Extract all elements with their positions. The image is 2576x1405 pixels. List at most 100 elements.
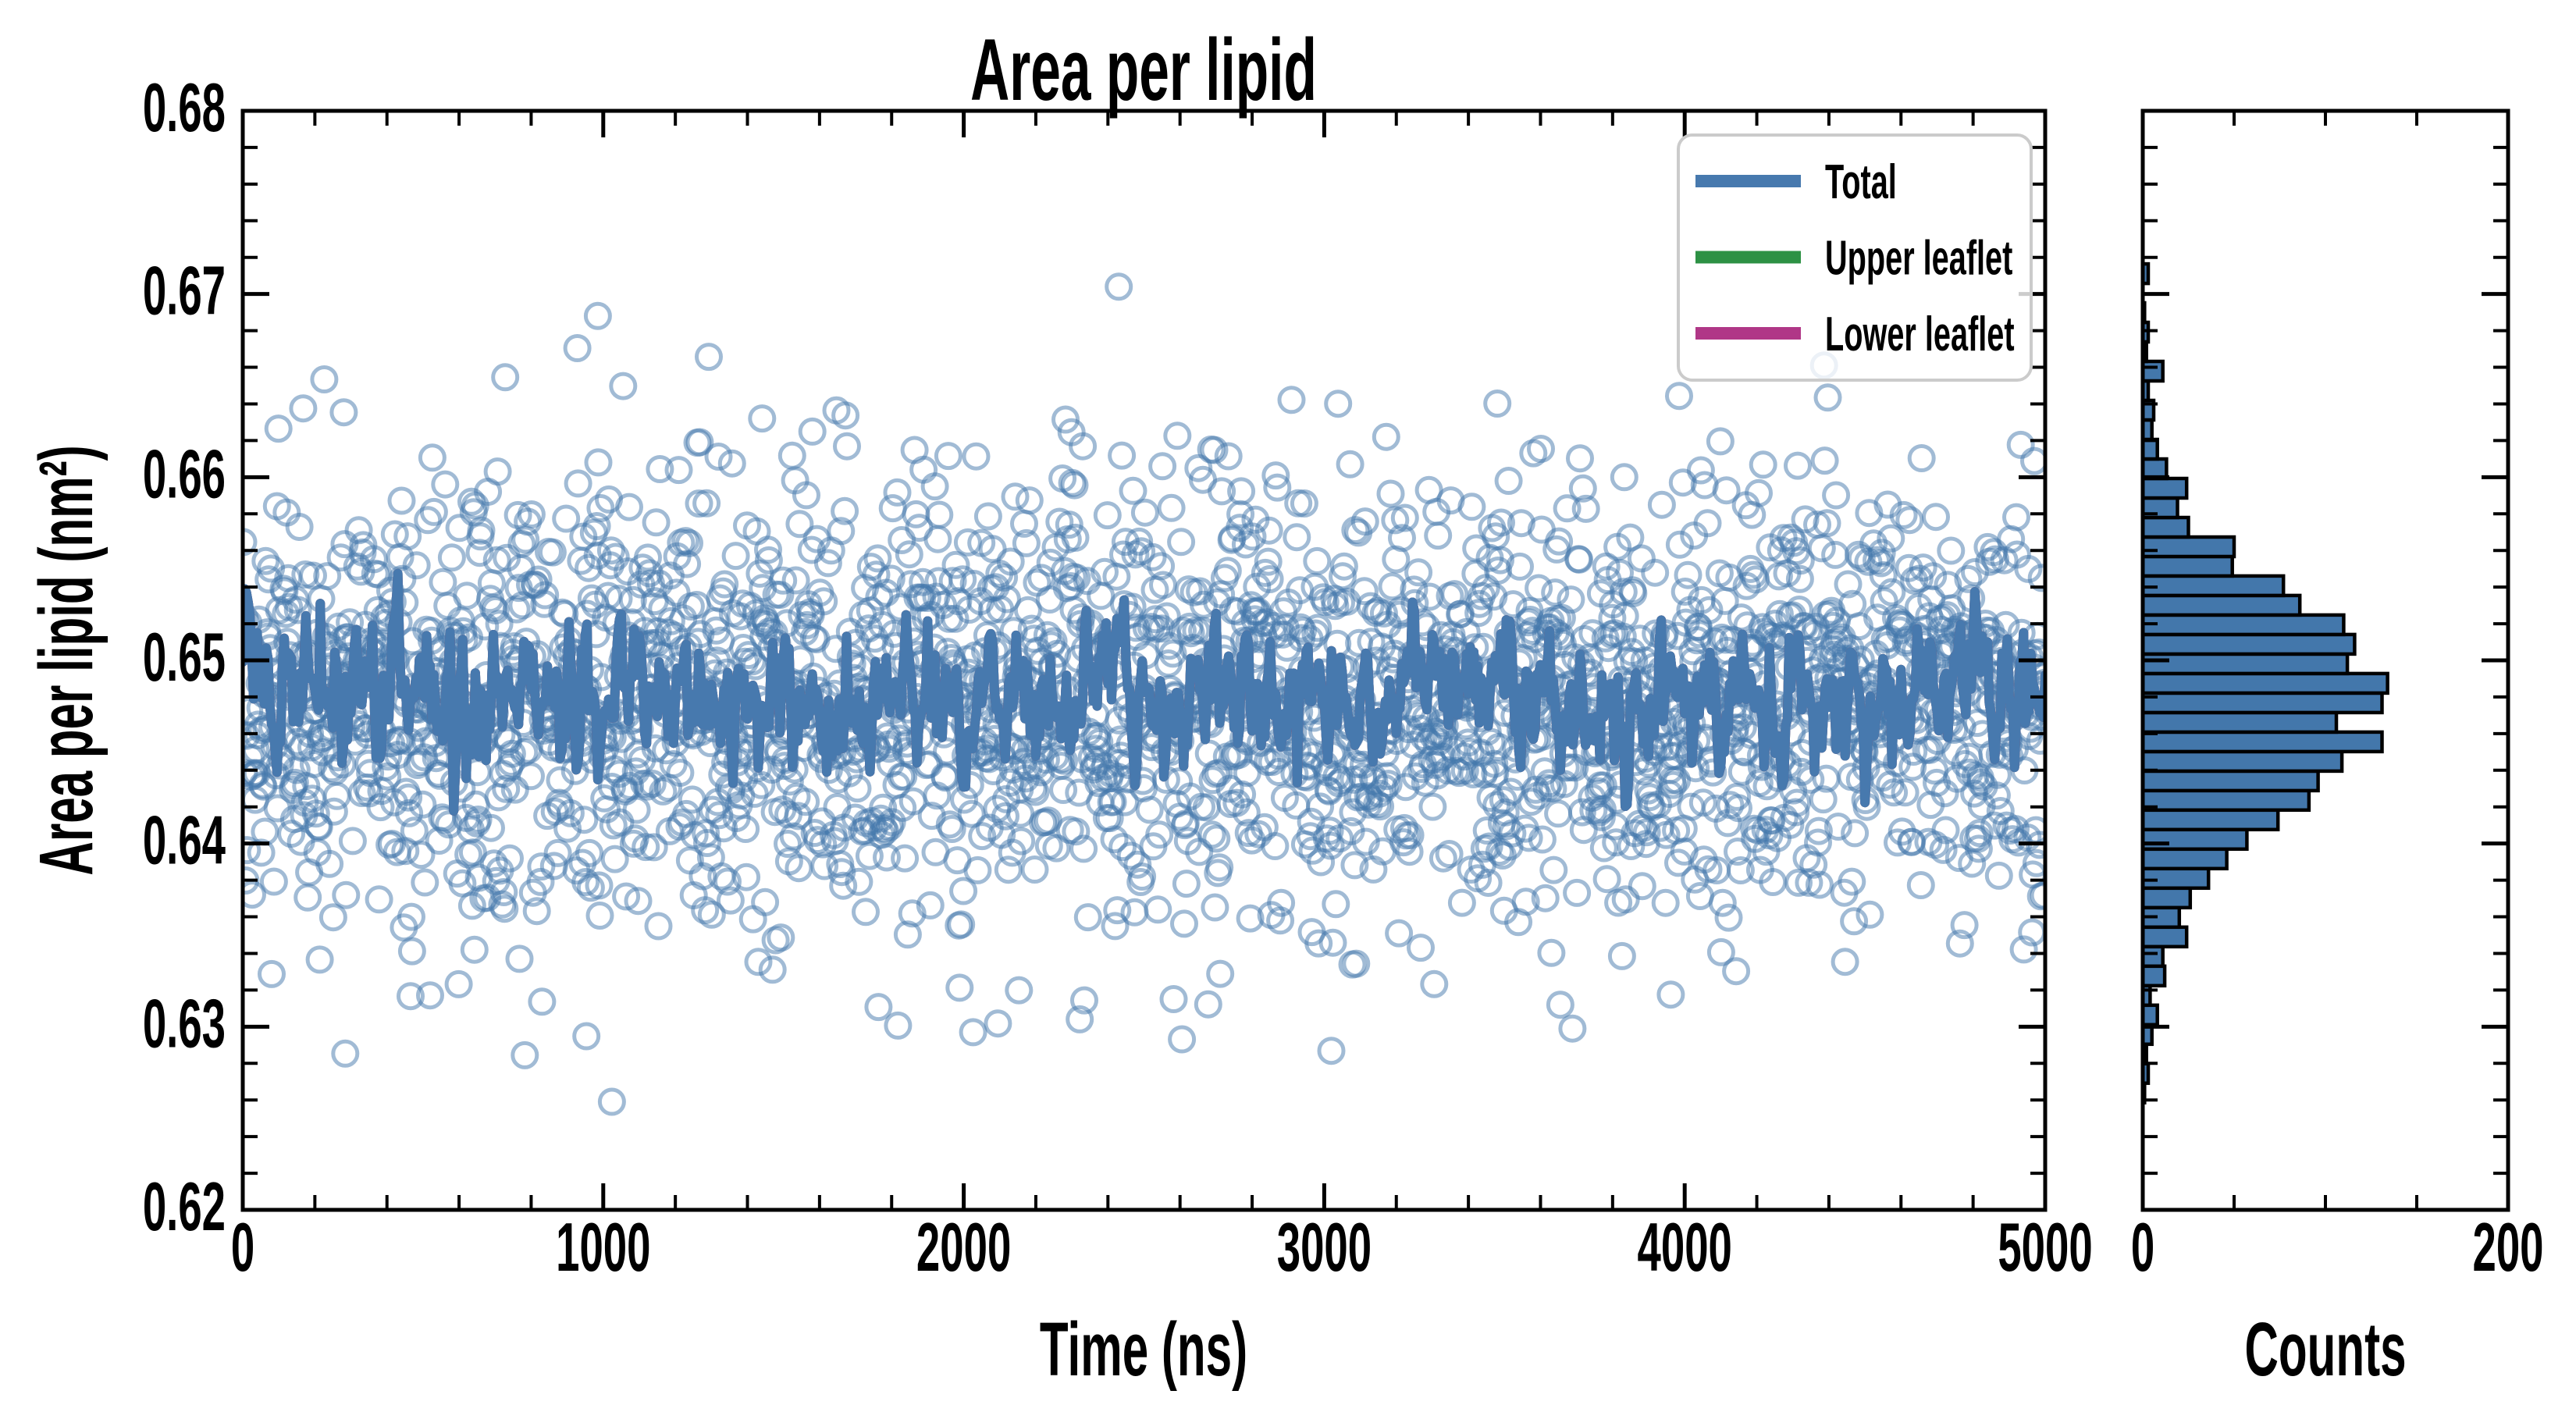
scatter-point [1757,806,1786,835]
scatter-point [1152,602,1181,631]
scatter-point [673,550,702,578]
scatter-point [872,578,900,607]
scatter-point [1370,774,1399,802]
scatter-point [1514,823,1543,852]
scatter-point [781,566,810,595]
scatter-point [546,766,575,795]
scatter-point [1607,941,1636,970]
histogram-bar [2143,652,2350,676]
scatter-point [945,973,974,1002]
scatter-point [1877,578,1906,606]
scatter-point [877,564,906,593]
scatter-point [497,739,526,768]
histogram-bar [2143,1003,2159,1027]
scatter-point [1070,986,1098,1015]
y-tick-label: 0.67 [143,252,226,329]
scatter-point [697,900,726,929]
scatter-point [1805,870,1834,899]
scatter-point [600,845,629,873]
scatter-point [531,581,560,610]
scatter-point [1073,903,1102,932]
histogram-bar [2143,886,2193,910]
scatter-point [572,1022,601,1051]
scatter-point [1699,758,1727,787]
scatter-point [496,844,524,873]
scatter-point [416,981,444,1010]
scatter-point [359,545,388,574]
scatter-point [792,481,820,510]
scatter-point [622,795,651,824]
scatter-point [1318,928,1347,957]
scatter-point [953,528,982,557]
scatter-point [675,528,703,557]
scatter-point [1159,985,1188,1013]
scatter-point [1108,833,1137,862]
main-axis-ticks [240,108,2048,1212]
scatter-point [767,923,795,952]
scatter-point [973,502,1002,531]
x-tick-label: 1000 [556,1209,650,1286]
histogram-bar [2143,437,2159,461]
scatter-point [1531,884,1560,912]
scatter-point [615,493,643,521]
scatter-point [1329,562,1357,591]
scatter-point [1254,516,1283,545]
scatter-point [618,585,647,614]
scatter-point [785,510,814,539]
scatter-point [2026,726,2045,755]
legend: Total Upper leaflet Lower leaflet [1677,133,2033,382]
scatter-point [373,762,402,791]
histogram-bar [2143,788,2311,813]
scatter-point [925,500,954,529]
scatter-point [259,867,288,896]
histogram-bar [2143,944,2165,969]
scatter-point [517,500,546,528]
histogram-frame [2140,108,2510,1212]
scatter-point [1171,809,1200,838]
scatter-point [1317,1037,1346,1065]
scatter-point [1021,777,1050,806]
scatter-point [1553,494,1582,523]
scatter-point [1487,508,1515,537]
scatter-point [704,443,733,471]
scatter-point [1283,523,1311,552]
scatter-point [1831,948,1859,976]
scatter-point [941,604,970,633]
scatter-point [1877,524,1905,553]
scatter-point [1168,1025,1197,1054]
scatter-point [1429,844,1457,873]
scatter-point [313,562,342,591]
scatter-point [1866,549,1895,578]
scatter-point [748,404,777,433]
scatter-point [1486,546,1514,574]
scatter-point [289,394,318,423]
scatter-point [938,567,967,596]
scatter-point [419,497,448,526]
scatter-point [1119,476,1147,505]
scatter-point [1525,574,1553,603]
scatter-point [1255,565,1284,593]
scatter-point [863,544,892,573]
scatter-point [831,401,860,430]
scatter-point [1289,617,1317,646]
scatter-point [1964,834,1993,863]
scatter-point [552,504,581,533]
scatter-point [1557,585,1585,614]
scatter-point [1804,816,1833,845]
scatter-point [411,868,439,897]
scatter-point [243,880,266,909]
scatter-point [1324,389,1353,418]
scatter-point [1407,934,1435,962]
scatter-point [1937,536,1966,565]
scatter-point [490,895,519,923]
legend-label-lower-leaflet: Lower leaflet [1825,308,2015,361]
scatter-point [843,774,872,803]
scatter-point [1567,798,1596,827]
scatter-point [758,955,787,984]
scatter-point [570,806,599,834]
scatter-point [1838,867,1866,896]
scatter-point [318,903,347,932]
scatter-point [431,470,460,499]
scatter-point [1578,619,1607,648]
scatter-point [1745,478,1773,507]
